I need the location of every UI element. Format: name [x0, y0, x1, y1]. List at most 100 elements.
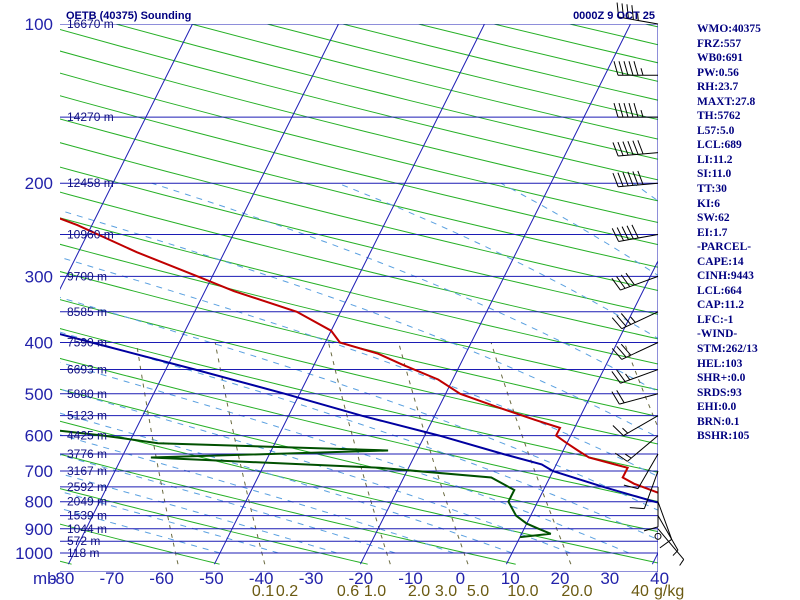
stability-index-item: CINH:9443: [697, 270, 754, 283]
temperature-tick-label: -80: [50, 569, 75, 588]
stability-index-item: SRDS:93: [697, 386, 742, 399]
mixing-ratio-unit-label: g/kg: [654, 583, 684, 600]
wind-barb-half-flag: [630, 316, 636, 323]
mixing-ratio-tick-label: 10.0: [507, 583, 538, 600]
wind-barb: [612, 415, 659, 437]
mixing-ratio-tick-label: 20.0: [561, 583, 592, 600]
height-label: 1044 m: [67, 522, 107, 536]
temperature-profile-line: [60, 217, 658, 494]
stability-index-item: RH:23.7: [697, 81, 739, 94]
dry-adiabat-line: [60, 95, 658, 246]
dry-adiabat-line: [60, 388, 658, 533]
wind-barb: [623, 453, 659, 490]
temperature-tick-label: 0: [456, 569, 465, 588]
wind-barb-flag: [628, 61, 634, 76]
pressure-tick-label: 300: [25, 267, 53, 286]
wind-barb-flag: [627, 171, 634, 186]
wind-barb-staff: [637, 453, 659, 489]
wind-barb-flag: [632, 140, 639, 155]
mixing-ratio-line: [398, 342, 469, 565]
wind-barb: [629, 470, 659, 510]
stability-index-item: LCL:664: [697, 284, 742, 297]
moist-adiabat-line: [60, 256, 658, 477]
temperature-tick-label: 30: [600, 569, 619, 588]
height-label: 2592 m: [67, 480, 107, 494]
wind-barb-flag: [612, 172, 619, 187]
mixing-ratio-line: [135, 342, 179, 565]
wind-barb-flag: [620, 343, 632, 356]
wind-barb-flag: [622, 172, 629, 187]
chart-title: OETB (40375) Sounding: [66, 10, 191, 22]
wind-barb-staff: [657, 515, 679, 551]
mixing-ratio-line: [328, 342, 391, 565]
wind-barb: [616, 2, 659, 25]
wind-barb-flag: [617, 141, 624, 156]
wind-barb: [612, 170, 659, 188]
moist-adiabat-line: [60, 507, 221, 554]
wind-barb-flag: [616, 369, 626, 382]
height-label: 16670 m: [67, 17, 114, 31]
wind-barb: [613, 103, 658, 118]
height-label: 572 m: [67, 534, 100, 548]
mixing-ratio-tick-label: 0.6: [337, 583, 359, 600]
stability-index-item: LI:11.2: [697, 153, 733, 166]
height-label: 118 m: [67, 546, 99, 560]
dry-adiabat-line: [60, 142, 658, 291]
stability-index-item: TT:30: [697, 183, 727, 196]
wind-barb-flag: [637, 140, 644, 155]
stability-index-item: SHR+:0.0: [697, 372, 746, 385]
wind-barb: [657, 501, 673, 549]
mixing-ratio-tick-label: 40: [631, 583, 649, 600]
wind-barb-half-flag: [624, 453, 632, 459]
dry-adiabat-line: [60, 50, 658, 202]
dry-adiabat-line: [60, 420, 658, 564]
sounding-profiles: [60, 217, 658, 539]
wind-barb-flag: [618, 103, 624, 118]
background-grid: [60, 24, 658, 572]
pressure-tick-label: 700: [25, 462, 53, 481]
wind-barb-column: [611, 2, 685, 566]
wind-barb: [611, 342, 659, 360]
wind-barb-flag: [611, 391, 620, 405]
isotherm-line: [60, 24, 194, 291]
dry-adiabat-line: [60, 560, 72, 565]
moist-adiabat-line: [60, 454, 396, 554]
temperature-tick-label: -30: [299, 569, 324, 588]
isotherm-line: [67, 24, 340, 565]
dry-adiabat-line: [60, 243, 658, 391]
stability-index-item: WB0:691: [697, 52, 743, 65]
dry-adiabat-line: [60, 299, 658, 445]
wind-barb-flag: [616, 276, 626, 289]
parcel-profile-line: [60, 333, 658, 504]
stability-index-item: SW:62: [697, 212, 730, 225]
dry-adiabat-line: [60, 191, 658, 340]
wind-barb-flag: [626, 4, 629, 19]
stability-index-item: CAPE:14: [697, 255, 744, 268]
wind-barb-flag: [618, 61, 624, 76]
stability-index-item: EI:1.7: [697, 226, 728, 239]
wind-barb-flag: [617, 172, 624, 187]
wind-barb-flag: [613, 103, 619, 118]
stability-index-item: L57:5.0: [697, 124, 735, 137]
stability-index-item: KI:6: [697, 197, 720, 210]
temperature-tick-label: -10: [398, 569, 423, 588]
temperature-tick-label: -60: [149, 569, 174, 588]
stability-index-item: LCL:689: [697, 139, 742, 152]
wind-barb-flag: [628, 103, 634, 118]
wind-barb-flag: [631, 5, 634, 20]
temperature-tick-label: -40: [249, 569, 274, 588]
dry-adiabat-line: [60, 271, 658, 418]
moist-adiabat-line: [60, 296, 658, 511]
dry-adiabat-line: [60, 523, 220, 565]
height-label: 3167 m: [67, 464, 107, 478]
pressure-tick-label: 1000: [15, 544, 53, 563]
stability-index-item: EHI:0.0: [697, 401, 737, 414]
wind-barb-flag: [611, 371, 621, 384]
wind-barb: [615, 435, 659, 462]
wind-barb-half-flag: [637, 13, 639, 21]
wind-barb-half-flag: [679, 559, 685, 566]
wind-barb-flag: [659, 538, 672, 549]
mixing-ratio-tick-label: 2.0: [408, 583, 430, 600]
